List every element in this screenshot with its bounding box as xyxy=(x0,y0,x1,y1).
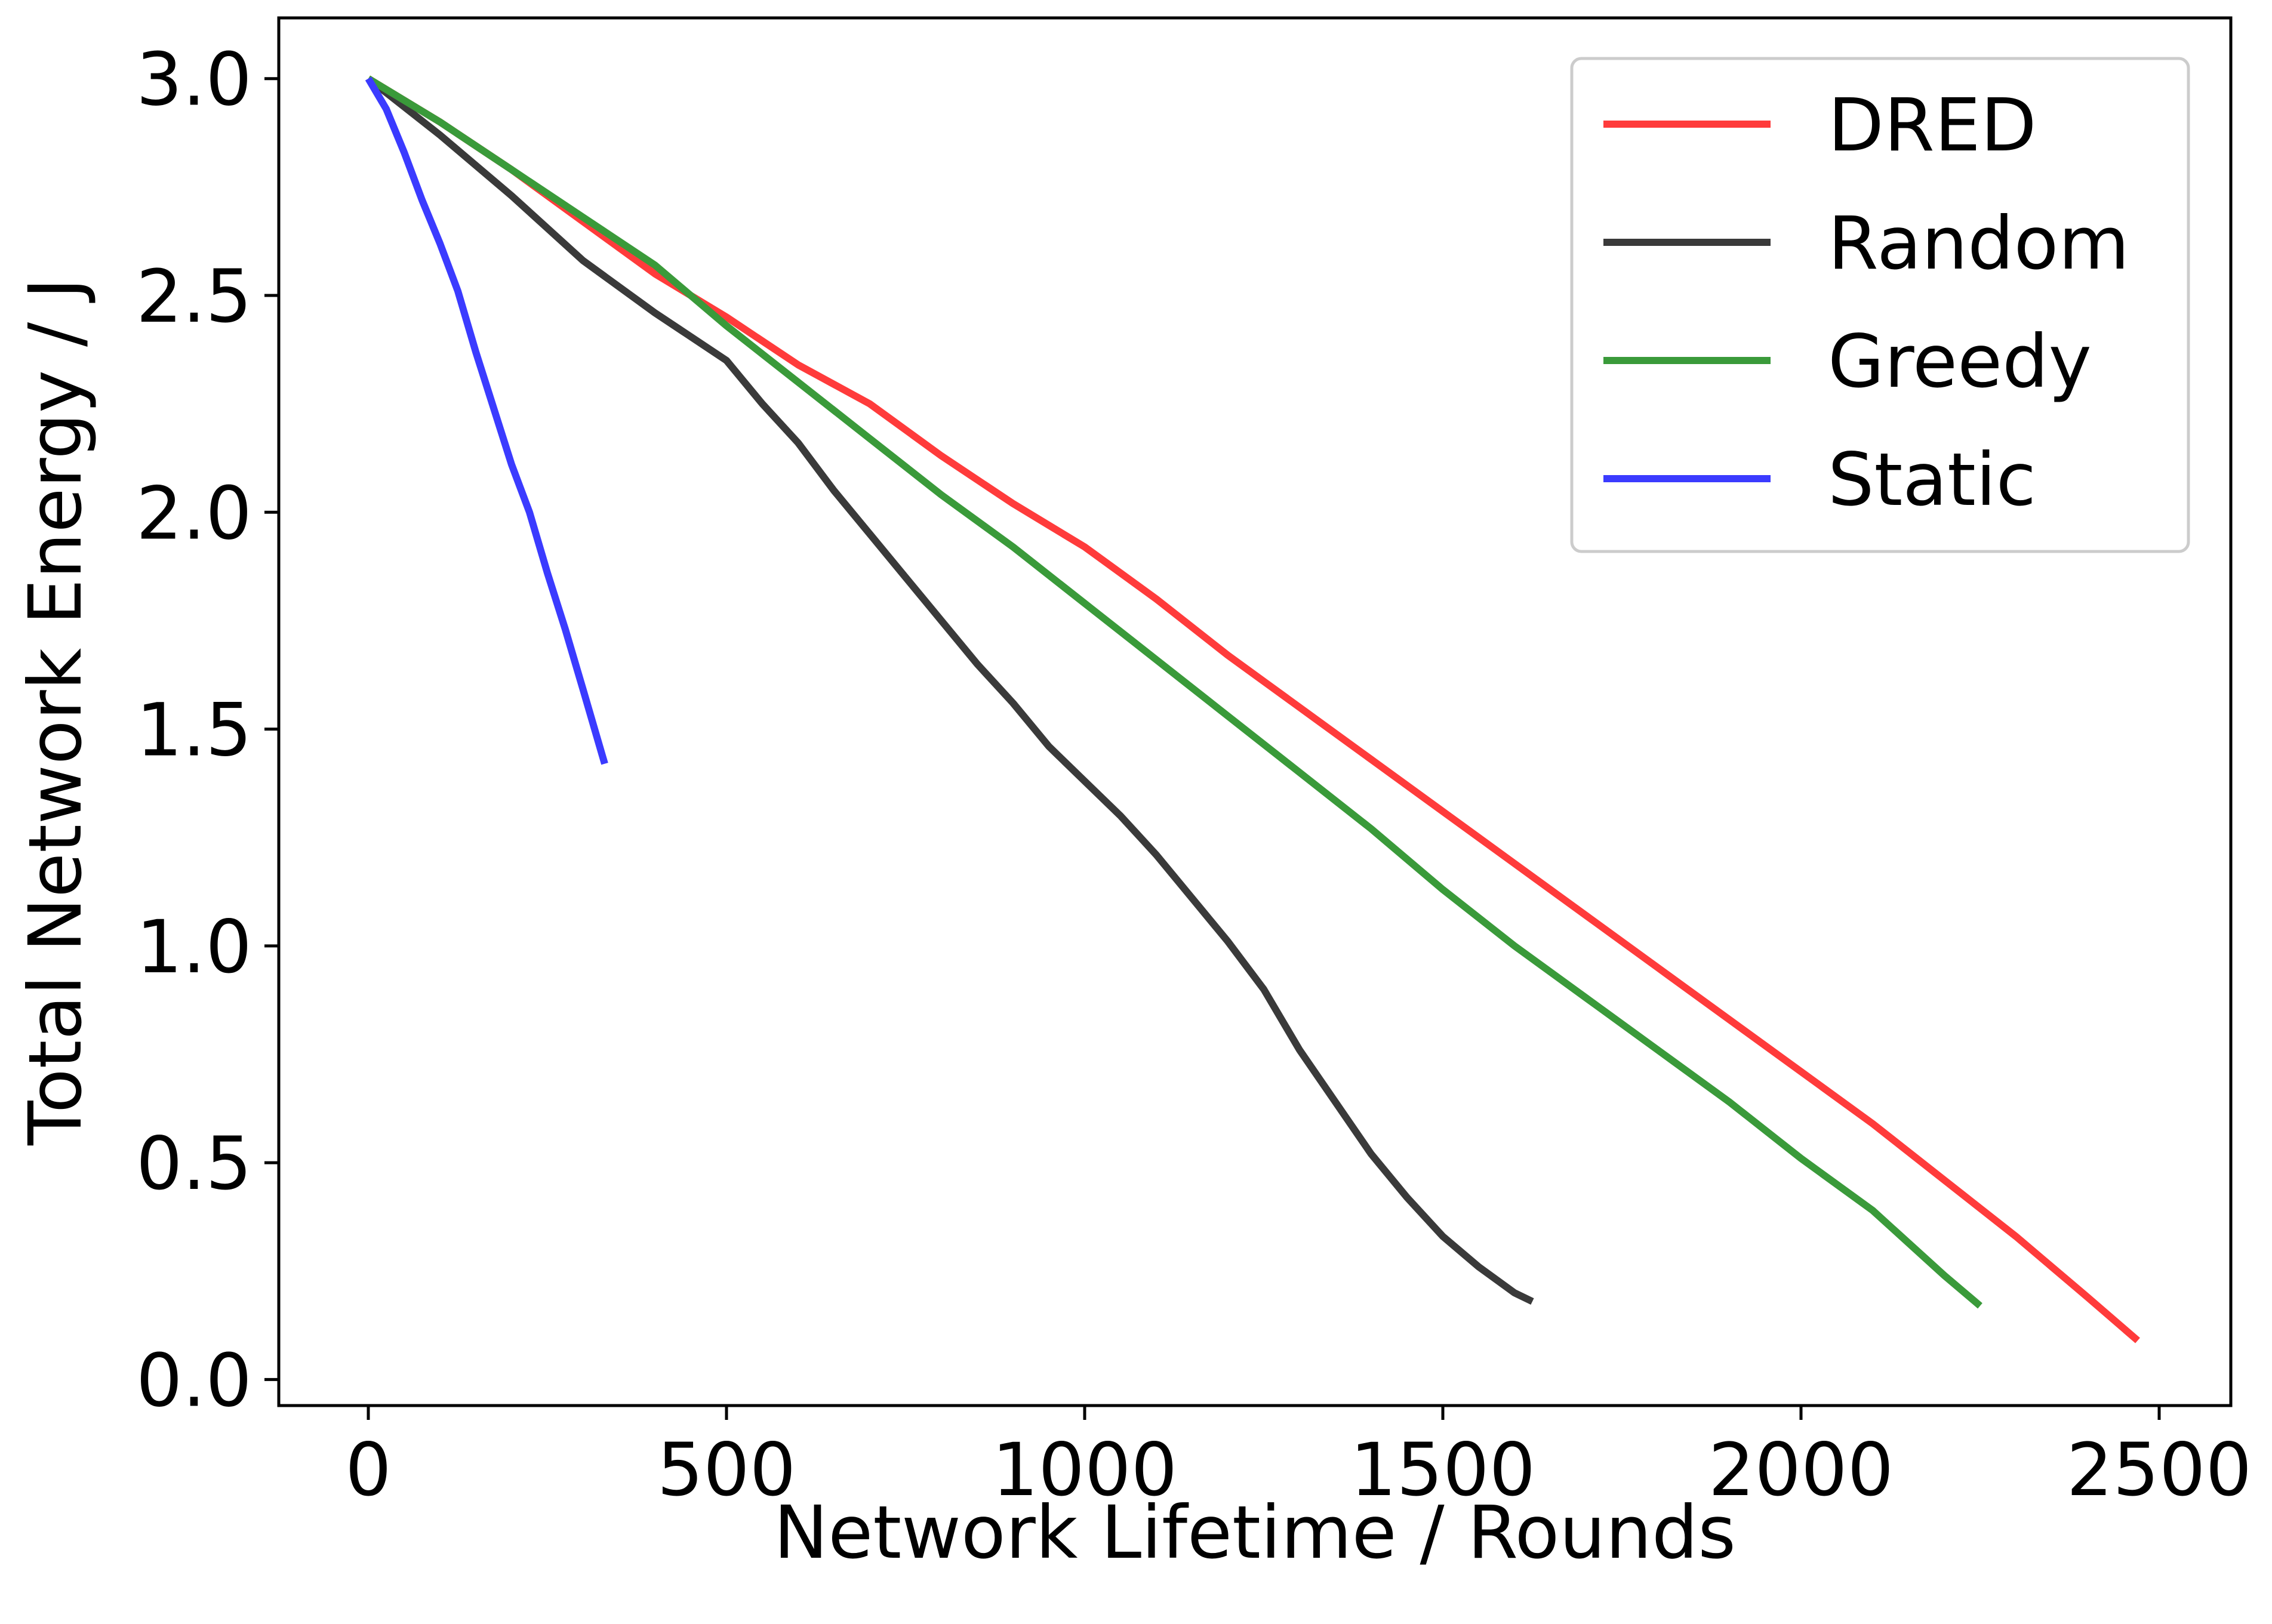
x-tick-label: 2000 xyxy=(1708,1428,1894,1512)
x-tick-label: 1500 xyxy=(1350,1428,1535,1512)
y-tick-label: 0.0 xyxy=(136,1338,252,1423)
series-line-greedy xyxy=(366,75,1982,1309)
y-tick-label: 2.0 xyxy=(136,471,252,556)
y-tick-label: 0.5 xyxy=(136,1121,252,1206)
legend-entries: DRED Random Greedy Static xyxy=(1603,83,2129,522)
y-axis-label: Total Network Energy / J xyxy=(13,278,98,1146)
legend-label-dred: DRED xyxy=(1828,83,2037,168)
legend: DRED Random Greedy Static xyxy=(1570,57,2190,553)
series-layer xyxy=(365,75,2140,1343)
y-tick-label: 2.5 xyxy=(136,254,252,339)
y-axis: 0.0 0.5 1.0 1.5 2.0 2.5 3.0 xyxy=(136,38,279,1423)
legend-label-random: Random xyxy=(1828,201,2129,286)
y-tick-label: 1.0 xyxy=(136,905,252,990)
x-axis-label: Network Lifetime / Rounds xyxy=(774,1490,1736,1575)
legend-box xyxy=(1570,57,2190,553)
x-tick-label: 2500 xyxy=(2067,1428,2252,1512)
x-tick-label: 0 xyxy=(345,1428,392,1512)
x-axis: 0 500 1000 1500 2000 2500 xyxy=(345,1406,2252,1512)
legend-label-greedy: Greedy xyxy=(1828,319,2092,404)
series-line-static xyxy=(365,76,608,765)
x-tick-label: 500 xyxy=(657,1428,796,1512)
x-tick-label: 1000 xyxy=(992,1428,1177,1512)
legend-label-static: Static xyxy=(1828,437,2036,522)
y-tick-label: 3.0 xyxy=(136,38,252,122)
plot-frame xyxy=(277,16,2233,1407)
y-tick-label: 1.5 xyxy=(136,688,252,773)
series-line-dred xyxy=(366,75,2140,1343)
series-line-random xyxy=(366,75,1534,1305)
